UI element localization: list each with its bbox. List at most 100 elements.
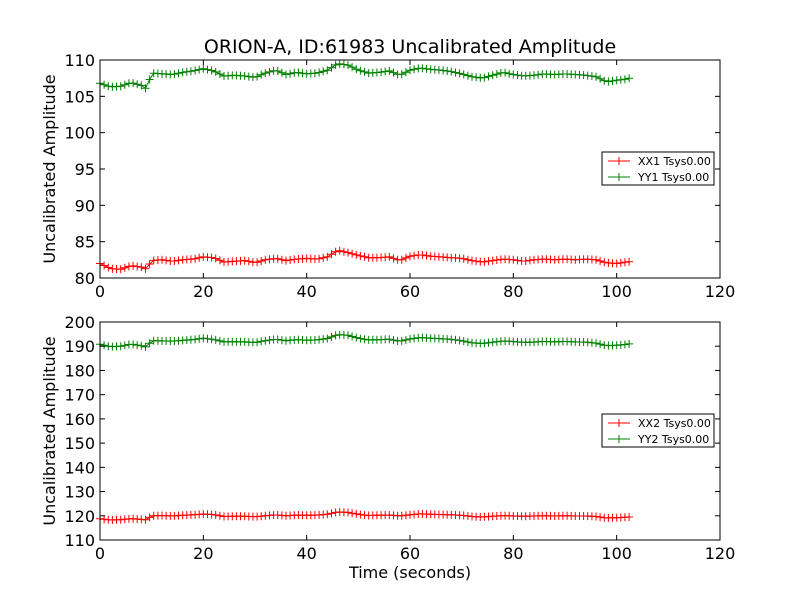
data-point [344,508,352,517]
x-tick-label: 40 [296,282,316,301]
data-point [141,342,150,351]
y-tick-label: 80 [75,269,95,288]
data-point [463,71,472,80]
data-point [455,336,464,345]
data-point [257,70,266,79]
data-point [215,336,224,345]
data-point [530,71,538,80]
data-point [195,253,204,262]
data-point [319,67,328,76]
data-point [596,513,605,522]
data-point [327,63,336,72]
data-point [191,254,200,263]
y-tick-label: 160 [64,410,95,429]
data-point [282,70,290,79]
data-point [133,341,142,350]
legend: XX1 Tsys0.00 YY1 Tsys0.00 [601,151,715,186]
data-point [356,251,365,260]
legend: XX2 Tsys0.00 YY2 Tsys0.00 [601,413,715,448]
data-point [422,251,431,260]
data-point [282,256,290,265]
data-point [191,335,200,344]
data-point [521,257,530,265]
data-point [401,253,410,262]
data-point [509,70,518,79]
data-point [509,255,518,264]
data-point [397,70,406,79]
data-point [352,333,361,342]
data-point [191,66,200,75]
data-point [348,509,357,518]
data-point [323,334,332,343]
data-point [492,256,501,264]
data-point [534,70,543,79]
data-point [339,60,348,69]
data-point [319,335,328,344]
data-point [389,254,398,263]
data-point [298,69,307,78]
data-point [310,69,319,78]
data-point [215,70,224,78]
data-point [480,73,489,82]
data-point [294,68,303,77]
x-tick-label: 0 [95,544,105,563]
data-point [100,80,109,89]
y-tick-label: 105 [64,87,95,106]
x-tick-label: 60 [400,544,420,563]
data-point [195,334,204,343]
data-point [592,512,600,521]
data-point [137,81,146,90]
data-point [587,72,596,81]
data-point [261,336,270,345]
data-point [592,72,600,81]
data-point [410,334,419,343]
data-point [401,335,410,344]
data-point [129,340,138,349]
data-point [397,255,406,264]
data-point [286,256,295,264]
data-point [120,80,129,89]
legend-marker [615,435,623,443]
data-point [459,337,468,346]
legend-label: YY2 Tsys0.00 [637,433,709,446]
data-point [335,246,344,255]
y-tick-label: 110 [64,531,95,550]
data-point [463,255,472,264]
y-tick-label: 200 [64,313,95,332]
y-tick-label: 120 [64,507,95,526]
data-point [401,68,410,77]
data-point [145,339,154,348]
data-point [195,65,204,74]
data-point [492,70,501,79]
data-point [625,74,634,83]
data-point [455,254,464,263]
data-point [133,80,142,89]
data-point [170,70,179,79]
data-point [344,248,352,257]
y-tick-label: 150 [64,434,95,453]
data-point [215,256,224,265]
data-point [207,335,216,344]
data-point [451,68,460,77]
data-point [244,257,253,266]
data-point [389,336,398,345]
data-point [472,257,481,266]
x-tick-label: 100 [601,282,632,301]
data-point [319,253,328,262]
x-tick-label: 0 [95,282,105,301]
data-point [505,69,514,78]
data-point [455,69,464,78]
data-point [335,59,344,68]
x-tick-label: 20 [193,282,213,301]
x-axis-label: Time (seconds) [348,563,471,582]
data-point [501,68,510,77]
data-point [616,258,625,267]
data-point [211,511,220,519]
data-point [323,252,332,261]
data-point [145,75,154,84]
data-point [273,67,282,75]
data-point [600,258,609,267]
y-tick-label: 95 [75,160,95,179]
